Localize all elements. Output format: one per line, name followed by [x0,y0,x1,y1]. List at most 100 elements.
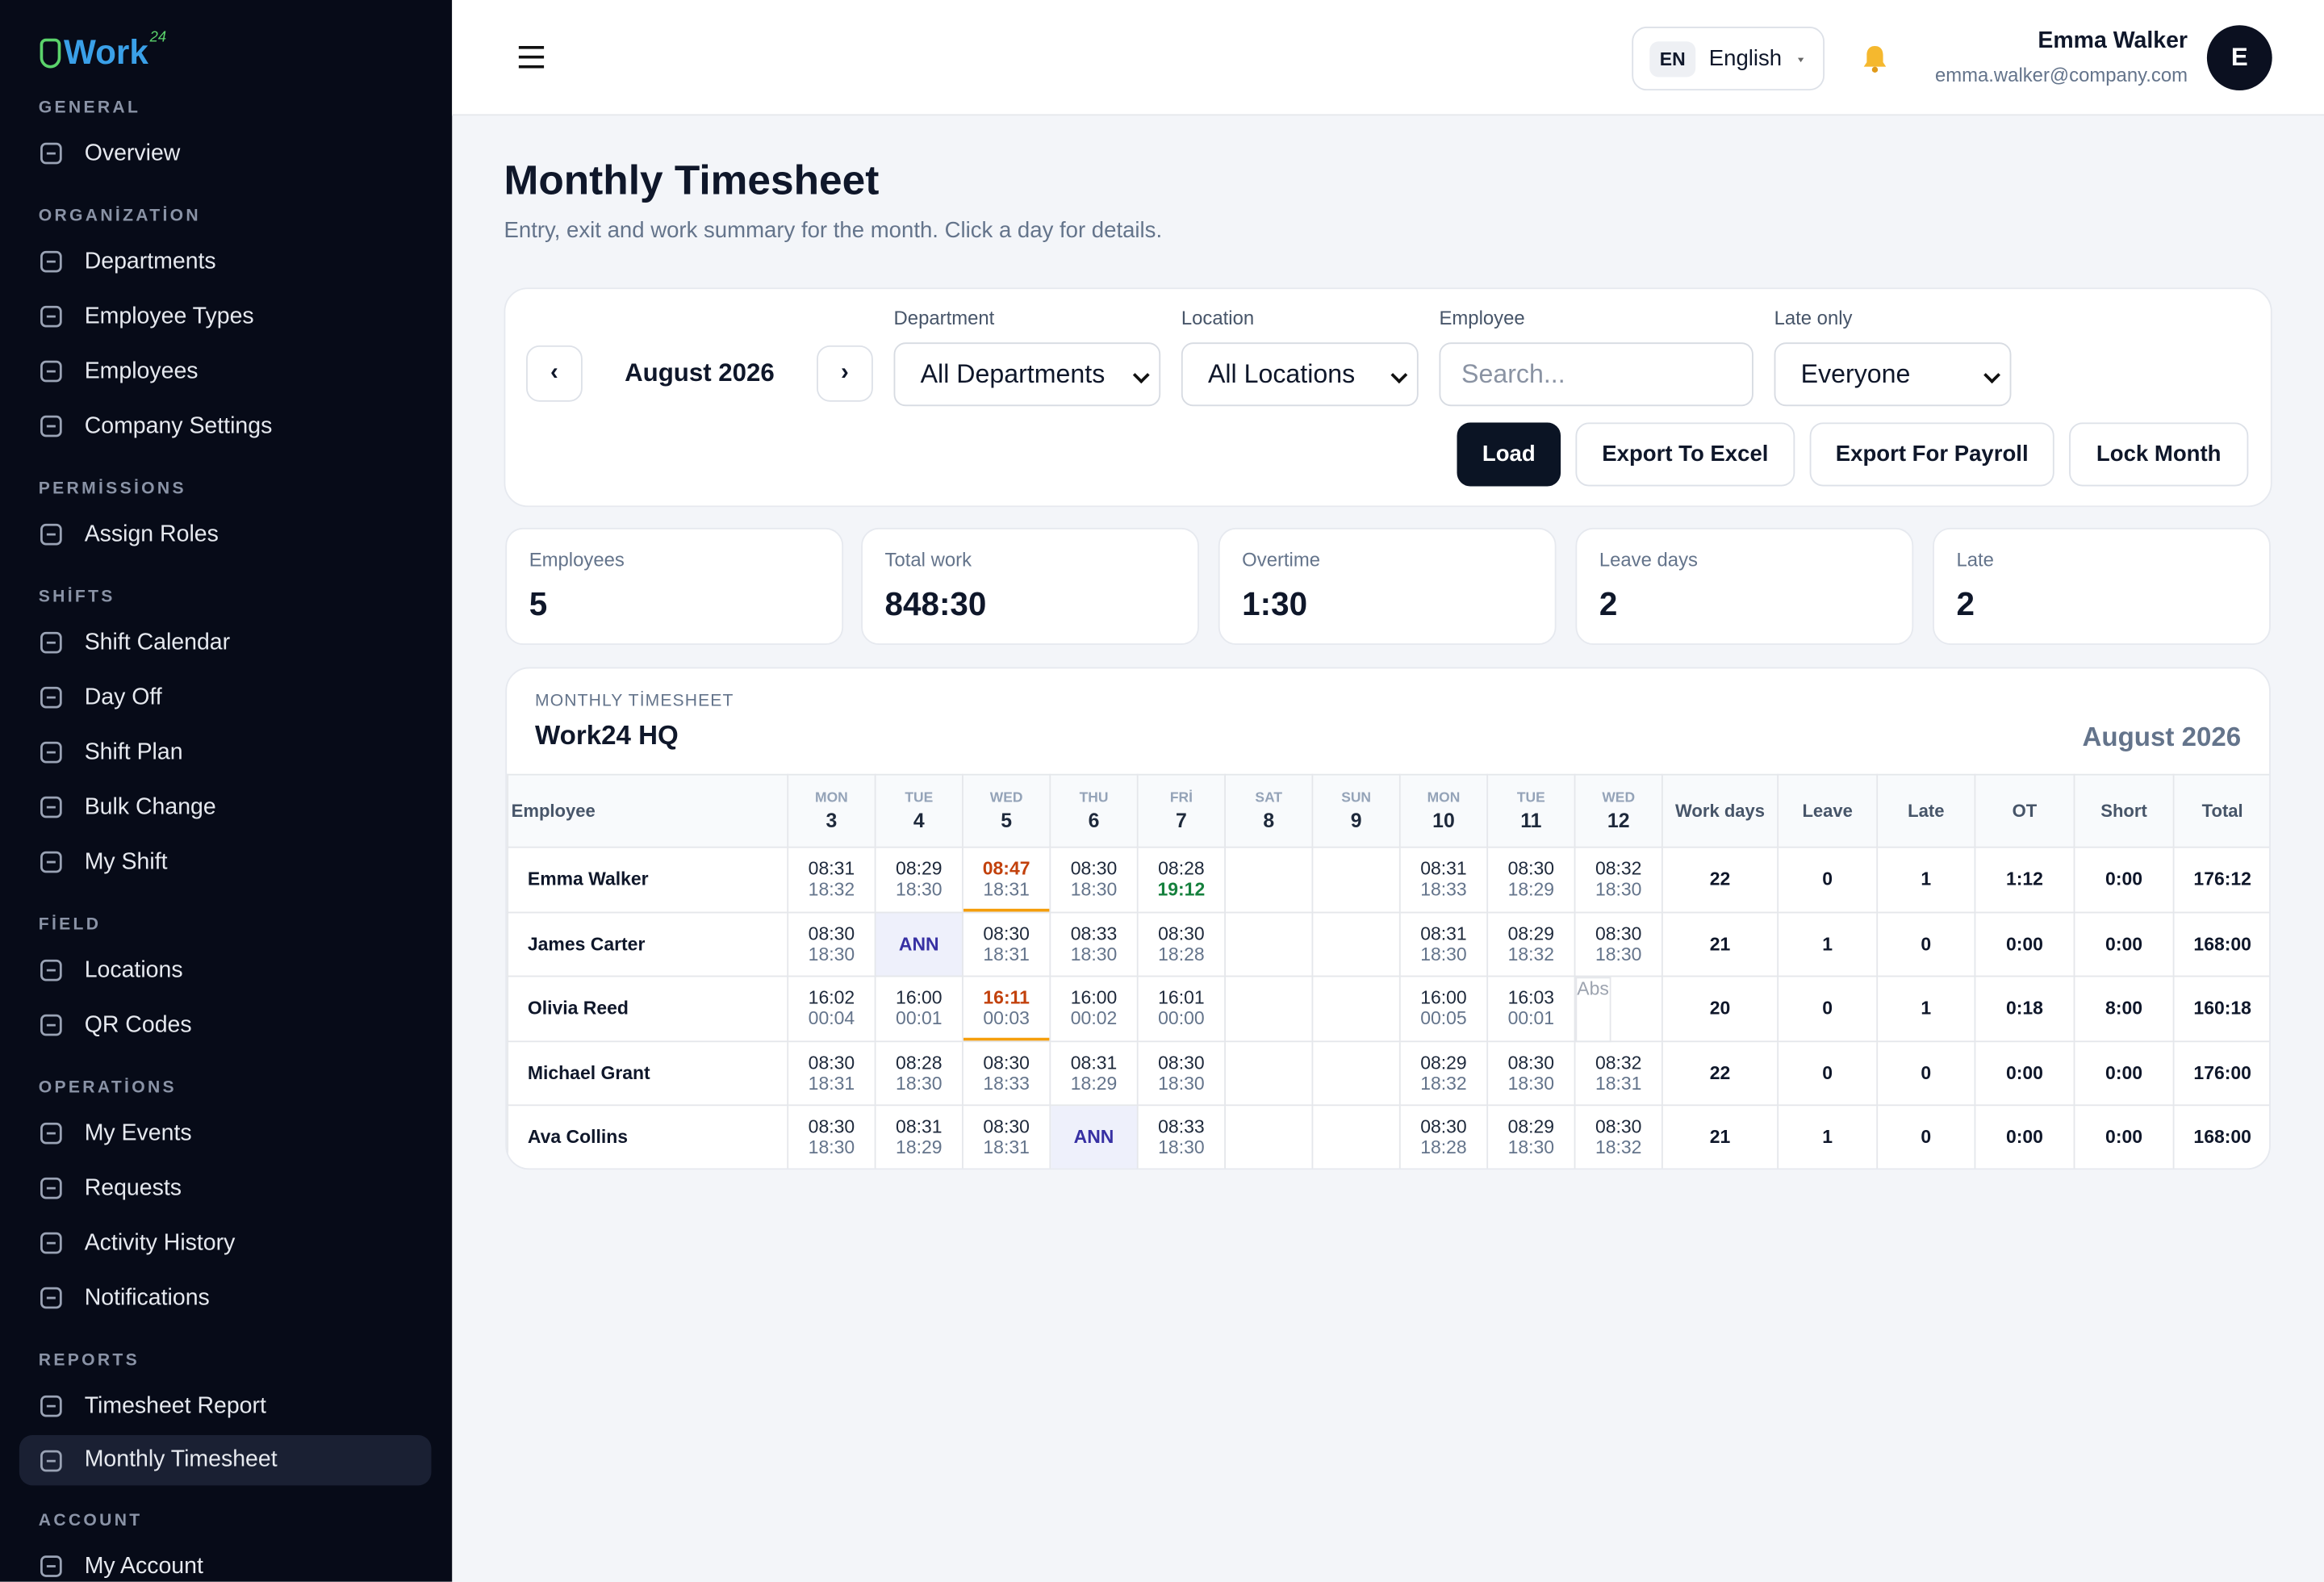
nav-item[interactable]: Timesheet Report [19,1379,432,1433]
nav-item[interactable]: My Shift [19,835,432,889]
nav-item[interactable]: Activity History [19,1216,432,1270]
day-cell[interactable]: 16:11 00:03 [962,975,1051,1042]
day-number: 7 [1175,809,1187,832]
day-status[interactable]: Abs [1575,977,1611,1042]
nav-item[interactable]: My Events [19,1106,432,1161]
day-cell[interactable]: 08:32 18:30 [1574,846,1663,913]
day-cell[interactable]: 08:31 18:33 [1398,846,1489,913]
action-button[interactable]: Export To Excel [1575,422,1795,487]
day-cell[interactable]: 08:47 18:31 [962,846,1051,913]
day-cell[interactable]: 08:29 18:30 [874,846,963,913]
day-cell[interactable]: 08:30 18:32 [1574,1104,1663,1169]
day-cell[interactable]: 08:30 18:31 [787,1040,876,1107]
action-button[interactable]: Lock Month [2069,422,2249,487]
day-cell[interactable]: 08:30 18:30 [1574,910,1663,977]
day-cell[interactable]: 08:33 18:30 [1136,1104,1226,1169]
nav-item[interactable]: Departments [19,234,432,289]
day-cell[interactable]: 08:30 18:30 [1486,1040,1576,1107]
day-cell[interactable]: 08:30 18:31 [962,1104,1051,1169]
day-cell[interactable]: 16:00 00:05 [1398,975,1489,1042]
day-cell[interactable]: 08:31 18:29 [1049,1040,1139,1107]
day-cell[interactable]: 08:30 18:28 [1136,910,1226,977]
day-cell[interactable]: 08:33 18:30 [1049,910,1139,977]
notifications-bell[interactable] [1860,43,1890,74]
nav-section-title: ACCOUNT [38,1512,143,1530]
employee-row: Ava Collins 08:30 18:30 08:31 18:29 08:30 18:3… [507,1104,2270,1169]
nav-label: Departments [84,248,216,274]
day-cell[interactable]: 08:31 18:29 [874,1104,963,1169]
nav-item[interactable]: My Account [19,1539,432,1582]
day-of-week: THU [1079,789,1109,807]
day-status[interactable]: ANN [1049,1104,1139,1169]
day-cell[interactable]: 08:30 18:31 [962,910,1051,977]
day-cell[interactable]: 08:30 18:30 [787,910,876,977]
empty-day [1311,910,1401,977]
nav-item[interactable]: Assign Roles [19,507,432,562]
summary-cell: 0:00 [1974,1104,2075,1169]
nav-item[interactable]: Employee Types [19,289,432,344]
day-cell[interactable]: 16:00 00:01 [874,975,963,1042]
nav-item[interactable]: Locations [19,943,432,998]
check-out: 18:30 [1158,1073,1205,1094]
field-input[interactable]: All Departments [893,342,1161,407]
summary-cell: 168:00 [2172,1104,2270,1169]
day-cell[interactable]: 08:30 18:30 [787,1104,876,1169]
field-input[interactable]: Everyone [1774,342,2012,407]
nav-item[interactable]: Requests [19,1161,432,1216]
nav-item[interactable]: Overview [19,126,432,181]
nav-label: Employees [84,358,199,383]
nav-item[interactable]: Notifications [19,1270,432,1325]
day-cell[interactable]: 08:32 18:31 [1574,1040,1663,1107]
day-cell[interactable]: 16:00 00:02 [1049,975,1139,1042]
check-in: 08:30 [983,1116,1030,1138]
nav-item[interactable]: Shift Plan [19,725,432,780]
nav-item[interactable]: Employees [19,344,432,399]
nav-item[interactable]: Day Off [19,670,432,725]
day-cell[interactable]: 16:03 00:01 [1486,975,1576,1042]
day-cell[interactable]: 08:29 18:32 [1398,1040,1489,1107]
nav-label: My Shift [84,848,168,874]
day-cell[interactable]: 08:30 18:28 [1398,1104,1489,1169]
day-cell[interactable]: 08:28 19:12 [1136,846,1226,913]
employee-row: Michael Grant 08:30 18:31 08:28 18:30 08:30 18… [507,1040,2270,1107]
check-in: 16:02 [808,987,855,1009]
field-input[interactable]: All Locations [1181,342,1419,407]
day-cell[interactable]: 08:30 18:30 [1136,1040,1226,1107]
day-cell[interactable]: 16:01 00:00 [1136,975,1226,1042]
day-cell[interactable]: 08:30 18:33 [962,1040,1051,1107]
day-cell[interactable]: 08:30 18:30 [1049,846,1139,913]
summary-cell: 21 [1661,1104,1779,1169]
nav-icon [40,741,62,764]
nav-item[interactable]: Bulk Change [19,780,432,835]
language-select[interactable]: EN English [1632,27,1825,91]
nav-item[interactable]: Company Settings [19,399,432,454]
day-status[interactable]: ANN [874,910,963,977]
day-cell[interactable]: 08:31 18:32 [787,846,876,913]
menu-button[interactable] [517,44,545,69]
action-button[interactable]: Export For Payroll [1809,422,2054,487]
nav-item[interactable]: Monthly Timesheet [19,1434,432,1486]
day-cell[interactable]: 08:30 18:29 [1486,846,1576,913]
summary-header: Short [2073,773,2175,848]
action-button[interactable]: Load [1457,422,1561,487]
avatar[interactable]: E [2206,25,2272,91]
nav-label: Overview [84,140,181,165]
prev-month[interactable]: ‹ [526,345,583,402]
day-cell[interactable]: 08:28 18:30 [874,1040,963,1107]
logo-text: Work [63,32,148,72]
field-input[interactable]: Search... [1439,342,1753,407]
logo[interactable]: Work 24 [40,30,167,73]
check-out: 18:32 [1595,1137,1642,1158]
day-cell[interactable]: 08:29 18:30 [1486,1104,1576,1169]
day-header: SAT 8 [1224,773,1314,848]
summary-cell: 0:00 [1974,1040,2075,1107]
day-cell[interactable]: 16:02 00:04 [787,975,876,1042]
summary-cell: 21 [1661,910,1779,977]
check-out: 18:32 [1507,944,1555,965]
next-month[interactable]: › [817,345,873,402]
day-cell[interactable]: 08:31 18:30 [1398,910,1489,977]
nav-item[interactable]: QR Codes [19,998,432,1053]
check-out: 18:33 [1420,879,1467,901]
nav-item[interactable]: Shift Calendar [19,615,432,670]
day-cell[interactable]: 08:29 18:32 [1486,910,1576,977]
